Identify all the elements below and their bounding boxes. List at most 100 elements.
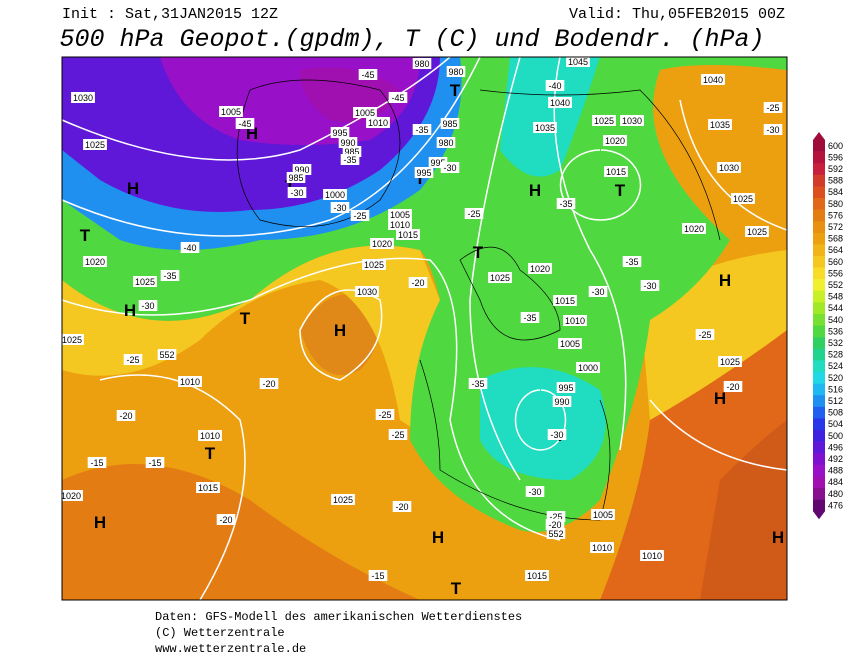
contour-label: 1025	[733, 194, 753, 204]
label-box	[588, 286, 608, 297]
contour-label: -30	[528, 487, 541, 497]
label-box	[533, 122, 557, 133]
colorbar-cell	[813, 395, 825, 408]
colorbar-cell	[813, 221, 825, 234]
colorbar-label: 500	[828, 431, 843, 441]
label-box	[392, 501, 412, 512]
colorbar-cell	[813, 325, 825, 338]
colorbar-label: 588	[828, 176, 843, 186]
label-box	[133, 276, 157, 287]
contour-label: -45	[391, 93, 404, 103]
label-box	[178, 376, 202, 387]
contour-label: 1025	[62, 335, 82, 345]
colorbar-label: 600	[828, 141, 843, 151]
colorbar-cell	[813, 279, 825, 292]
label-box	[552, 396, 572, 407]
field	[500, 57, 600, 177]
contour-label: -30	[141, 301, 154, 311]
label-box	[355, 286, 379, 297]
label-box	[745, 226, 769, 237]
contour-label: 1010	[200, 431, 220, 441]
colorbar-cell	[813, 174, 825, 187]
colorbar-label: 512	[828, 396, 843, 406]
colorbar-label: 476	[828, 500, 843, 510]
label-box	[353, 107, 377, 118]
contour-label: -15	[90, 458, 103, 468]
label-box	[546, 528, 566, 539]
label-box	[640, 280, 660, 291]
colorbar-label: 548	[828, 292, 843, 302]
map-title: 500 hPa Geopot.(gpdm), T (C) und Bodendr…	[59, 25, 764, 54]
pressure-center: H	[127, 179, 139, 198]
contour-label: 1025	[364, 260, 384, 270]
label-box	[603, 135, 627, 146]
label-box	[576, 362, 600, 373]
map-frame	[61, 56, 788, 601]
contour-label: -35	[415, 125, 428, 135]
contour-label: 1010	[390, 220, 410, 230]
label-box	[412, 58, 432, 69]
pressure-center: H	[334, 321, 346, 340]
label-box	[71, 92, 95, 103]
label-box	[620, 115, 644, 126]
pressure-center: H	[772, 528, 784, 547]
label-box	[590, 542, 614, 553]
label-box	[545, 80, 565, 91]
contour-label: 1010	[368, 118, 388, 128]
colorbar-cell	[813, 140, 825, 152]
label-box	[682, 223, 706, 234]
colorbar-label: 504	[828, 419, 843, 429]
contour-label: -45	[238, 119, 251, 129]
label-box	[145, 457, 165, 468]
colorbar-cap	[813, 511, 825, 520]
contour-label: 1030	[622, 116, 642, 126]
label-box	[340, 154, 360, 165]
contour-label: -25	[698, 330, 711, 340]
contour-label: 1025	[720, 357, 740, 367]
contour-label: 990	[554, 397, 569, 407]
pressure-center: T	[473, 243, 484, 262]
contour-label: 1020	[530, 264, 550, 274]
contour-label: 1005	[355, 108, 375, 118]
contour-label: 995	[332, 128, 347, 138]
label-box	[556, 382, 576, 393]
contour-label: 1030	[719, 163, 739, 173]
contour-label: 1035	[535, 123, 555, 133]
label-box	[604, 166, 628, 177]
contour-label: 985	[344, 147, 359, 157]
contour-label: 1015	[527, 571, 547, 581]
contour-label: -30	[290, 188, 303, 198]
label-box	[368, 570, 388, 581]
contour-label: 1010	[592, 543, 612, 553]
colorbar-cell	[813, 464, 825, 477]
label-box	[622, 256, 642, 267]
label-box	[556, 198, 576, 209]
contour-label: -35	[559, 199, 572, 209]
contour-label: 1020	[61, 491, 81, 501]
label-box	[198, 430, 222, 441]
colorbar-label: 480	[828, 489, 843, 499]
label-box	[388, 92, 408, 103]
contour-label: 1025	[747, 227, 767, 237]
colorbar-cell	[813, 348, 825, 361]
label-box	[763, 124, 783, 135]
colorbar-cell	[813, 372, 825, 384]
contour-label: -25	[391, 430, 404, 440]
contour-label: 995	[416, 168, 431, 178]
label-box	[138, 300, 158, 311]
label-box	[718, 356, 742, 367]
pressure-center: T	[285, 177, 296, 196]
contour-label: 1030	[357, 287, 377, 297]
contour-label: -25	[766, 103, 779, 113]
colorbar-cell	[813, 209, 825, 222]
pressure-center: H	[529, 181, 541, 200]
label-box	[350, 210, 370, 221]
contour-label: 990	[340, 138, 355, 148]
label-box	[323, 189, 347, 200]
colorbar-label: 536	[828, 326, 843, 336]
colorbar-label: 556	[828, 268, 843, 278]
contour-label: -20	[219, 515, 232, 525]
colorbar-label: 596	[828, 152, 843, 162]
label-box	[701, 74, 725, 85]
pressure-center: T	[450, 81, 461, 100]
